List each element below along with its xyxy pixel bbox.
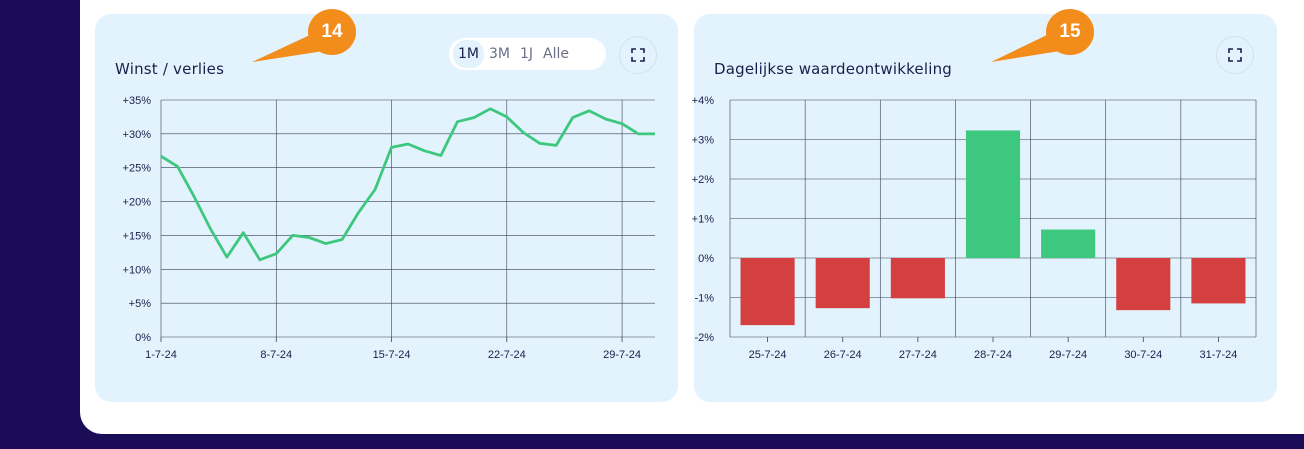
x-tick-label: 8-7-24 <box>260 349 292 361</box>
bar <box>890 258 945 299</box>
y-tick-label: -1% <box>694 293 714 305</box>
x-tick-label: 26-7-24 <box>824 349 862 361</box>
x-tick-label: 25-7-24 <box>749 349 787 361</box>
y-tick-label: +10% <box>123 264 152 276</box>
y-tick-label: -2% <box>694 332 714 344</box>
bar <box>1041 229 1096 258</box>
y-tick-label: +4% <box>692 95 715 107</box>
y-tick-label: +2% <box>692 174 715 186</box>
profit-loss-card: Winst / verlies 1M 3M 1J Alle 0% +5% +10% +… <box>95 14 678 402</box>
x-tick-label: 28-7-24 <box>974 349 1012 361</box>
y-tick-label: +3% <box>692 135 715 147</box>
bar <box>740 258 795 326</box>
expand-icon <box>1228 48 1242 62</box>
bar <box>1191 258 1246 304</box>
annotation-badge-15: 15 <box>1046 9 1094 55</box>
bar <box>1116 258 1171 311</box>
range-selector: 1M 3M 1J Alle <box>449 38 606 70</box>
card-title: Winst / verlies <box>115 60 225 78</box>
x-tick-label: 15-7-24 <box>373 349 411 361</box>
series-line <box>160 107 655 262</box>
profit-loss-line-chart: 0% +5% +10% +15% +20% +25% +30% +35% 1-7-24 8-7-2… <box>123 95 656 361</box>
y-tick-label: +20% <box>123 197 152 209</box>
range-3m[interactable]: 3M <box>489 46 510 62</box>
x-tick-label: 30-7-24 <box>1124 349 1162 361</box>
daily-value-bar-chart: -2% -1% 0% +1% +2% +3% +4% 25-7-24 26-7-24 27-7-2… <box>692 95 1257 361</box>
y-tick-label: 0% <box>698 253 714 265</box>
range-alle[interactable]: Alle <box>543 46 570 62</box>
y-tick-label: +25% <box>123 163 152 175</box>
y-tick-label: +1% <box>692 214 715 226</box>
y-tick-label: +15% <box>123 230 152 242</box>
x-tick-label: 31-7-24 <box>1199 349 1237 361</box>
bar <box>815 258 870 309</box>
y-tick-label: +30% <box>123 129 152 141</box>
y-tick-label: +5% <box>129 298 152 310</box>
bar <box>965 130 1021 258</box>
x-tick-label: 22-7-24 <box>488 349 526 361</box>
x-tick-label: 1-7-24 <box>145 349 177 361</box>
y-tick-label: +35% <box>123 95 152 107</box>
expand-icon <box>631 48 645 62</box>
card-title: Dagelijkse waardeontwikkeling <box>714 60 953 78</box>
range-1j[interactable]: 1J <box>520 46 534 62</box>
x-tick-label: 29-7-24 <box>1049 349 1087 361</box>
y-tick-label: 0% <box>135 332 151 344</box>
expand-button[interactable] <box>619 36 657 74</box>
annotation-badge-14: 14 <box>308 9 356 55</box>
x-tick-label: 27-7-24 <box>899 349 937 361</box>
range-1m[interactable]: 1M <box>453 40 484 68</box>
x-tick-label: 29-7-24 <box>603 349 641 361</box>
daily-value-card: Dagelijkse waardeontwikkeling -2% -1% 0% +1… <box>692 14 1277 402</box>
expand-button[interactable] <box>1216 36 1254 74</box>
